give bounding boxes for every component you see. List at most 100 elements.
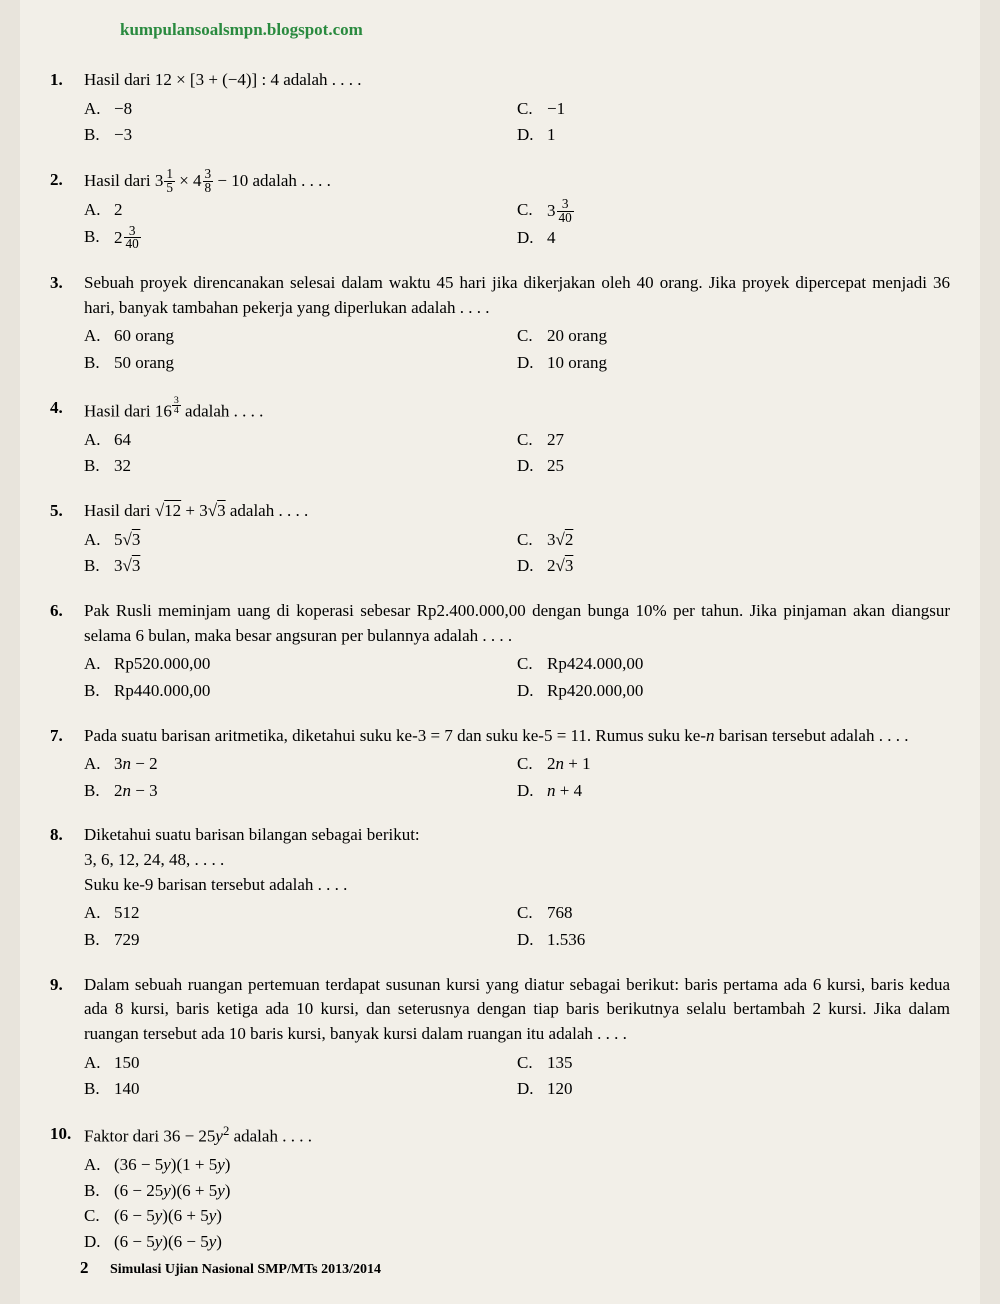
option: B.2340 [84, 225, 517, 251]
option-text: 32 [547, 528, 573, 553]
watermark-text: kumpulansoalsmpn.blogspot.com [120, 20, 950, 40]
option-letter: D. [84, 1230, 114, 1255]
option-letter: C. [517, 528, 547, 553]
option: D.Rp420.000,00 [517, 679, 950, 704]
option-letter: B. [84, 454, 114, 479]
option-letter: A. [84, 752, 114, 777]
option: B.140 [84, 1077, 517, 1102]
option: B.2n − 3 [84, 779, 517, 804]
option-letter: B. [84, 225, 114, 251]
option: B.−3 [84, 123, 517, 148]
option: C.−1 [517, 97, 950, 122]
option: C.32 [517, 528, 950, 553]
question-body: Pak Rusli meminjam uang di koperasi sebe… [84, 599, 950, 706]
option-text: (6 − 5y)(6 + 5y) [114, 1204, 222, 1229]
option-letter: B. [84, 351, 114, 376]
question-number: 8. [50, 823, 84, 848]
option-text: (36 − 5y)(1 + 5y) [114, 1153, 230, 1178]
option: B.Rp440.000,00 [84, 679, 517, 704]
option-text: 150 [114, 1051, 140, 1076]
option-text: Rp520.000,00 [114, 652, 210, 677]
question: 3.Sebuah proyek direncanakan selesai dal… [50, 271, 950, 378]
question-text: Hasil dari 12 × [3 + (−4)] : 4 adalah . … [84, 68, 950, 93]
option: D.120 [517, 1077, 950, 1102]
option: A.3n − 2 [84, 752, 517, 777]
option-text: Rp424.000,00 [547, 652, 643, 677]
option: B.32 [84, 454, 517, 479]
options: A.150B.140C.135D.120 [84, 1051, 950, 1104]
option-text: 135 [547, 1051, 573, 1076]
option-text: 2340 [114, 225, 141, 251]
option: B.50 orang [84, 351, 517, 376]
question-number: 10. [50, 1122, 84, 1147]
question-body: Sebuah proyek direncanakan selesai dalam… [84, 271, 950, 378]
option-text: 32 [114, 454, 131, 479]
options: A.(36 − 5y)(1 + 5y)B.(6 − 25y)(6 + 5y)C.… [84, 1153, 950, 1256]
option-text: 4 [547, 226, 556, 251]
option: A.512 [84, 901, 517, 926]
question-text: Pak Rusli meminjam uang di koperasi sebe… [84, 599, 950, 648]
options: A.64B.32C.27D.25 [84, 428, 950, 481]
option: C.2n + 1 [517, 752, 950, 777]
option-letter: A. [84, 97, 114, 122]
option-text: Rp440.000,00 [114, 679, 210, 704]
question: 2.Hasil dari 315 × 438 − 10 adalah . . .… [50, 168, 950, 253]
option: A.53 [84, 528, 517, 553]
option-text: −1 [547, 97, 565, 122]
option-letter: B. [84, 679, 114, 704]
option-letter: D. [517, 226, 547, 251]
option-letter: B. [84, 928, 114, 953]
option-text: 1 [547, 123, 556, 148]
question-text: Hasil dari 315 × 438 − 10 adalah . . . . [84, 168, 950, 194]
option-text: 1.536 [547, 928, 585, 953]
option: B.(6 − 25y)(6 + 5y) [84, 1179, 517, 1204]
question-body: Diketahui suatu barisan bilangan sebagai… [84, 823, 950, 954]
option-letter: C. [517, 652, 547, 677]
question: 1.Hasil dari 12 × [3 + (−4)] : 4 adalah … [50, 68, 950, 150]
option-letter: C. [517, 752, 547, 777]
option-text: 25 [547, 454, 564, 479]
option-text: 729 [114, 928, 140, 953]
options: A.2B.2340C.3340D.4 [84, 198, 950, 253]
option-letter: D. [517, 779, 547, 804]
option-text: 33 [114, 554, 140, 579]
option-text: 512 [114, 901, 140, 926]
option: C.(6 − 5y)(6 + 5y) [84, 1204, 517, 1229]
option-text: 3340 [547, 198, 574, 224]
option-letter: A. [84, 428, 114, 453]
option-letter: C. [84, 1204, 114, 1229]
question-text: Diketahui suatu barisan bilangan sebagai… [84, 823, 950, 897]
option-letter: C. [517, 1051, 547, 1076]
question-body: Hasil dari 12 + 33 adalah . . . .A.53B.3… [84, 499, 950, 581]
option-text: 64 [114, 428, 131, 453]
question: 9.Dalam sebuah ruangan pertemuan terdapa… [50, 973, 950, 1104]
option: D.(6 − 5y)(6 − 5y) [84, 1230, 517, 1255]
option-letter: A. [84, 901, 114, 926]
option-letter: C. [517, 97, 547, 122]
option-letter: A. [84, 1153, 114, 1178]
question: 7.Pada suatu barisan aritmetika, diketah… [50, 724, 950, 806]
option-text: 10 orang [547, 351, 607, 376]
option-text: Rp420.000,00 [547, 679, 643, 704]
option-text: 140 [114, 1077, 140, 1102]
question-number: 7. [50, 724, 84, 749]
option-letter: B. [84, 779, 114, 804]
options: A.3n − 2B.2n − 3C.2n + 1D.n + 4 [84, 752, 950, 805]
option: A.(36 − 5y)(1 + 5y) [84, 1153, 517, 1178]
question-text: Hasil dari 12 + 33 adalah . . . . [84, 499, 950, 524]
option-text: 60 orang [114, 324, 174, 349]
option: C.Rp424.000,00 [517, 652, 950, 677]
option-text: 20 orang [547, 324, 607, 349]
option-letter: C. [517, 428, 547, 453]
question-text: Sebuah proyek direncanakan selesai dalam… [84, 271, 950, 320]
option: D.4 [517, 226, 950, 251]
option: A.60 orang [84, 324, 517, 349]
option-letter: C. [517, 901, 547, 926]
question-number: 3. [50, 271, 84, 296]
option: B.729 [84, 928, 517, 953]
option-text: 53 [114, 528, 140, 553]
option: D.25 [517, 454, 950, 479]
question: 10.Faktor dari 36 − 25y2 adalah . . . .A… [50, 1122, 950, 1256]
option-text: n + 4 [547, 779, 582, 804]
option-letter: D. [517, 123, 547, 148]
